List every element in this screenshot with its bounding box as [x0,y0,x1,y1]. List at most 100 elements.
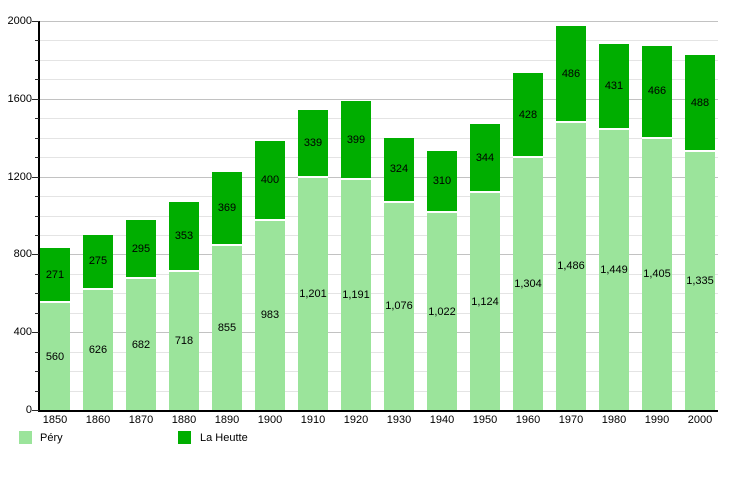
bar-value-label-la-heutte: 486 [561,67,581,80]
y-tick-major [32,176,39,178]
x-axis-line [38,410,718,412]
y-tick-minor [35,59,39,61]
y-tick-minor [35,118,39,120]
bar-segment-pery: 855 [212,243,242,410]
bar-value-label-pery: 1,335 [686,275,714,288]
bar-value-label-pery: 626 [88,344,108,357]
bar-value-label-la-heutte: 324 [389,163,409,176]
x-axis-label: 1920 [343,414,369,426]
x-axis-label: 1870 [128,414,154,426]
bar-segment-la-heutte: 339 [298,110,328,177]
y-tick-minor [35,215,39,217]
gridline-minor [39,293,718,295]
gridline-major [39,98,718,100]
bar-value-label-la-heutte: 271 [45,268,65,281]
y-tick-major [32,410,39,411]
x-axis-label: 2000 [687,414,713,426]
x-axis-label: 1990 [644,414,670,426]
y-tick-minor [35,293,39,295]
y-tick-minor [35,137,39,139]
bar-segment-pery: 983 [255,218,285,410]
bar-value-label-la-heutte: 310 [432,175,452,188]
gridline-major [39,254,718,256]
gridline-minor [39,215,718,217]
bar-value-label-pery: 1,405 [643,268,671,281]
gridline-minor [39,40,718,42]
bar-value-label-la-heutte: 275 [88,255,108,268]
bar-value-label-la-heutte: 369 [217,201,237,214]
bar-segment-pery: 718 [169,270,199,410]
x-axis-label: 1970 [558,414,584,426]
bar-value-label-la-heutte: 344 [475,151,495,164]
x-axis-label: 1880 [171,414,197,426]
bar-segment-la-heutte: 399 [341,100,371,179]
bar-value-label-pery: 855 [217,321,237,334]
bar-segment-la-heutte: 324 [384,137,414,201]
x-axis-label: 1860 [85,414,111,426]
bar-segment-la-heutte: 344 [470,124,500,192]
bar-value-label-pery: 1,191 [342,289,370,302]
bar-segment-la-heutte: 431 [599,44,629,129]
y-tick-minor [35,196,39,198]
bar-segment-pery: 682 [126,277,156,410]
bar-value-label-pery: 1,076 [385,300,413,313]
y-axis-line [38,21,40,412]
bar-value-label-pery: 718 [174,335,194,348]
x-axis-label: 1910 [300,414,326,426]
gridline-minor [39,371,718,373]
bar-value-label-pery: 1,124 [471,295,499,308]
bar-value-label-pery: 983 [260,309,280,322]
bar-segment-pery: 1,405 [642,136,672,410]
bar-value-label-pery: 1,022 [428,305,456,318]
bar-segment-la-heutte: 295 [126,219,156,278]
bar-segment-la-heutte: 488 [685,55,715,151]
bar-value-label-la-heutte: 400 [260,173,280,186]
bar-value-label-pery: 1,486 [557,260,585,273]
gridline-minor [39,312,718,314]
y-axis-label: 1200 [7,170,32,183]
bar-segment-pery: 1,124 [470,191,500,410]
bar-value-label-la-heutte: 466 [647,85,667,98]
gridline-major [39,21,718,22]
gridline-minor [39,351,718,353]
bar-segment-pery: 560 [40,301,70,410]
bar-segment-pery: 1,304 [513,156,543,410]
bar-value-label-la-heutte: 428 [518,108,538,121]
bar-value-label-pery: 560 [45,350,65,363]
x-axis-label: 1950 [472,414,498,426]
gridline-minor [39,273,718,275]
y-axis-label: 400 [13,326,32,339]
bar-value-label-la-heutte: 339 [303,137,323,150]
y-tick-major [32,98,39,100]
bar-value-label-pery: 1,449 [600,264,628,277]
bar-value-label-pery: 1,304 [514,278,542,291]
y-tick-major [32,21,39,22]
gridline-minor [39,118,718,120]
y-tick-major [32,332,39,334]
x-axis-label: 1930 [386,414,412,426]
y-axis-label: 2000 [7,15,32,27]
gridline-minor [39,196,718,198]
bar-segment-pery: 626 [83,288,113,410]
gridline-major [39,332,718,334]
y-tick-minor [35,157,39,159]
bar-segment-la-heutte: 353 [169,201,199,271]
y-tick-minor [35,312,39,314]
gridline-minor [39,79,718,81]
y-tick-minor [35,234,39,236]
y-axis-label: 800 [13,248,32,261]
bar-segment-la-heutte: 275 [83,234,113,289]
gridline-minor [39,390,718,392]
x-axis-label: 1900 [257,414,283,426]
bar-segment-pery: 1,076 [384,200,414,410]
y-tick-minor [35,390,39,392]
bar-value-label-pery: 1,201 [299,288,327,301]
bar-segment-pery: 1,449 [599,128,629,410]
bar-value-label-la-heutte: 295 [131,242,151,255]
y-tick-minor [35,351,39,353]
bar-segment-la-heutte: 400 [255,141,285,219]
y-tick-minor [35,79,39,81]
gridline-minor [39,137,718,139]
